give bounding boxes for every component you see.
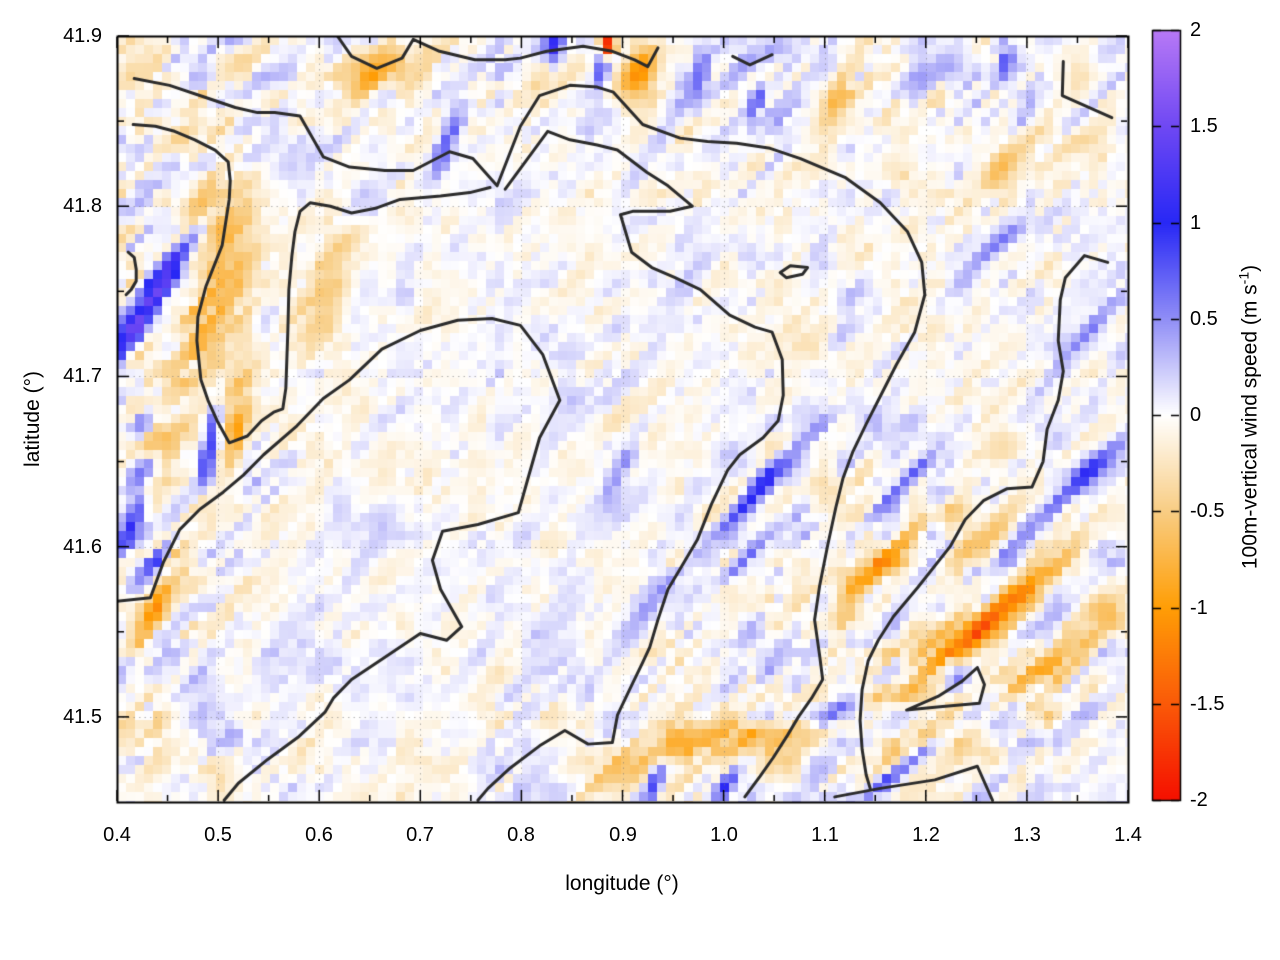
x-tick-label: 1.4 (1114, 824, 1142, 846)
x-tick-label: 0.6 (305, 824, 333, 846)
colorbar-tick-label: 0.5 (1190, 308, 1218, 330)
x-tick-label: 1.0 (710, 824, 738, 846)
colorbar-title-superscript: -1 (1235, 271, 1252, 285)
colorbar-tick-label: -1.5 (1190, 693, 1225, 715)
y-tick-label: 41.5 (63, 706, 102, 728)
x-tick-label: 1.1 (811, 824, 839, 846)
colorbar-tick-label: 0 (1190, 404, 1202, 426)
x-axis-title: longitude (°) (565, 872, 679, 895)
colorbar-tick-label: 1.5 (1190, 115, 1218, 137)
x-tick-label: 0.4 (103, 824, 131, 846)
x-tick-label: 0.9 (609, 824, 637, 846)
x-tick-label: 0.8 (507, 824, 535, 846)
y-tick-label: 41.6 (63, 536, 102, 558)
x-tick-label: 0.7 (406, 824, 434, 846)
y-tick-label: 41.8 (63, 195, 102, 217)
colorbar-tick-label: -0.5 (1190, 500, 1225, 522)
y-tick-label: 41.9 (63, 25, 102, 47)
colorbar-tick-label: 2 (1190, 19, 1202, 41)
x-tick-label: 1.3 (1013, 824, 1041, 846)
colorbar-tick-label: -1 (1190, 597, 1208, 619)
colorbar-title-close: ) (1238, 264, 1262, 272)
y-axis-title: latitude (°) (21, 371, 44, 467)
y-tick-label: 41.7 (63, 365, 102, 387)
x-tick-label: 0.5 (204, 824, 232, 846)
colorbar-tick-label: -2 (1190, 789, 1208, 811)
colorbar-tick-label: 1 (1190, 212, 1202, 234)
x-tick-label: 1.2 (912, 824, 940, 846)
